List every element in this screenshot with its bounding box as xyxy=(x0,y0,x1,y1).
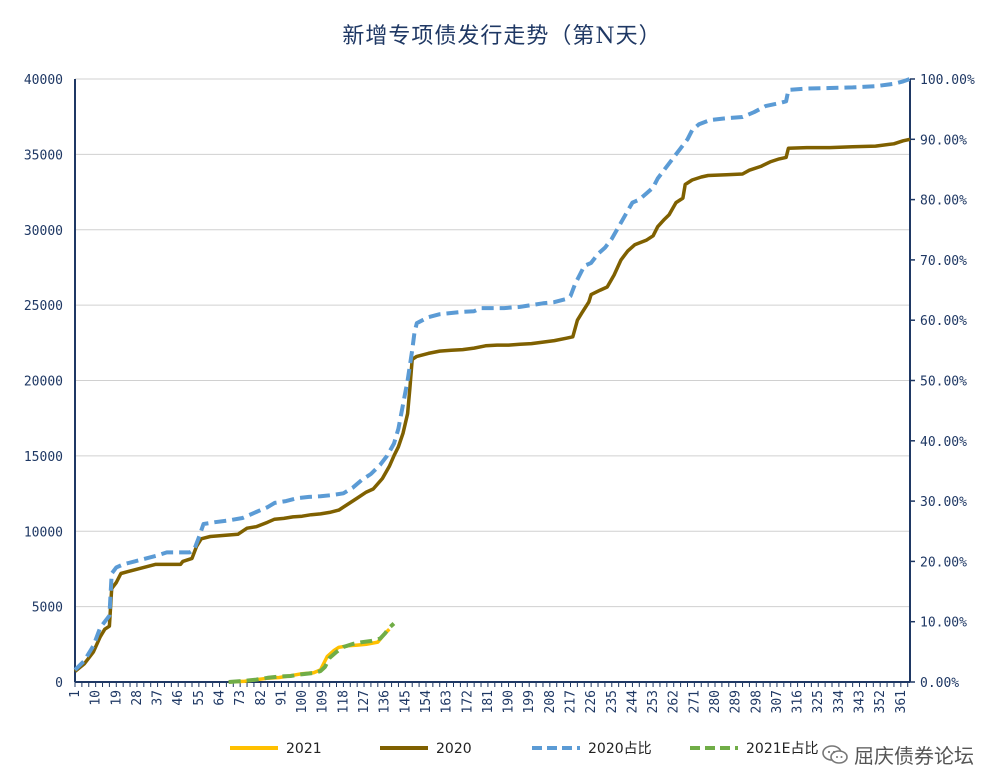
x-tick-label: 55 xyxy=(192,690,207,706)
x-tick-label: 136 xyxy=(378,690,393,713)
legend-label: 2021E占比 xyxy=(746,741,818,757)
y-left-tick-label: 35000 xyxy=(24,148,63,163)
x-tick-label: 118 xyxy=(336,690,351,713)
x-tick-label: 280 xyxy=(708,690,723,713)
chart-title: 新增专项债发行走势（第N天） xyxy=(342,24,662,49)
x-tick-label: 1 xyxy=(68,690,83,698)
x-tick-label: 19 xyxy=(109,690,124,706)
y-left-tick-label: 40000 xyxy=(24,73,63,88)
x-tick-label: 316 xyxy=(791,690,806,713)
x-tick-label: 37 xyxy=(151,690,166,706)
wechat-icon xyxy=(822,744,848,764)
x-tick-label: 244 xyxy=(625,690,640,714)
y-right-tick-label: 50.00% xyxy=(920,375,967,390)
x-tick-label: 199 xyxy=(522,690,537,713)
y-left-tick-label: 20000 xyxy=(24,375,63,390)
y-right-tick-label: 90.00% xyxy=(920,133,967,148)
x-tick-label: 217 xyxy=(563,690,578,713)
x-tick-label: 100 xyxy=(295,690,310,713)
x-tick-label: 352 xyxy=(873,690,888,713)
x-tick-label: 307 xyxy=(770,690,785,713)
x-tick-label: 73 xyxy=(233,690,248,706)
x-tick-label: 109 xyxy=(316,690,331,713)
x-tick-label: 235 xyxy=(605,690,620,713)
x-tick-label: 361 xyxy=(894,690,909,713)
watermark: 屈庆债券论坛 xyxy=(822,740,974,769)
y-right-tick-label: 70.00% xyxy=(920,254,967,269)
y-right-tick-label: 10.00% xyxy=(920,616,967,631)
x-tick-label: 190 xyxy=(502,690,517,713)
x-tick-label: 298 xyxy=(749,690,764,713)
x-tick-label: 208 xyxy=(543,690,558,713)
y-right-tick-label: 30.00% xyxy=(920,495,967,510)
x-tick-label: 172 xyxy=(460,690,475,713)
y-left-tick-label: 5000 xyxy=(32,601,63,616)
x-tick-label: 289 xyxy=(729,690,744,713)
x-tick-label: 64 xyxy=(213,690,228,706)
x-tick-label: 46 xyxy=(171,690,186,706)
x-tick-label: 226 xyxy=(584,690,599,713)
x-tick-label: 127 xyxy=(357,690,372,713)
series-line-2020占比 xyxy=(73,77,911,672)
y-left-tick-label: 10000 xyxy=(24,525,63,540)
y-right-tick-label: 60.00% xyxy=(920,314,967,329)
y-right-tick-label: 100.00% xyxy=(920,73,975,88)
series-layer xyxy=(73,77,911,684)
legend-label: 2020 xyxy=(436,741,472,757)
x-tick-label: 82 xyxy=(254,690,269,706)
y-left-tick-label: 25000 xyxy=(24,299,63,314)
y-left-tick-label: 15000 xyxy=(24,450,63,465)
y-left-tick-label: 0 xyxy=(55,676,63,691)
series-line-2021E占比 xyxy=(228,622,396,684)
x-tick-label: 163 xyxy=(440,690,455,713)
x-tick-label: 145 xyxy=(398,690,413,713)
y-right-tick-label: 80.00% xyxy=(920,194,967,209)
x-tick-label: 28 xyxy=(130,690,145,706)
x-tick-label: 325 xyxy=(811,690,826,713)
y-right-tick-label: 40.00% xyxy=(920,435,967,450)
grid-layer xyxy=(75,78,910,608)
axes-layer: 0 5000 10000 15000 20000 25000 30000 35000 40000… xyxy=(24,73,975,713)
legend: 2021 2020 2020占比 2021E占比 xyxy=(230,741,818,757)
y-left-tick-label: 30000 xyxy=(24,224,63,239)
legend-label: 2020占比 xyxy=(588,741,652,757)
x-tick-label: 334 xyxy=(832,690,847,714)
x-tick-label: 91 xyxy=(274,690,289,706)
series-line-2020 xyxy=(73,137,911,673)
x-tick-label: 154 xyxy=(419,690,434,714)
x-tick-label: 343 xyxy=(853,690,868,713)
x-tick-label: 271 xyxy=(687,690,702,713)
x-tick-label: 262 xyxy=(667,690,682,713)
x-tick-label: 253 xyxy=(646,690,661,713)
legend-label: 2021 xyxy=(286,741,322,757)
watermark-text: 屈庆债券论坛 xyxy=(854,744,974,768)
x-tick-label: 10 xyxy=(89,690,104,706)
y-right-tick-label: 0.00% xyxy=(920,676,959,691)
y-right-tick-label: 20.00% xyxy=(920,555,967,570)
x-tick-label: 181 xyxy=(481,690,496,713)
